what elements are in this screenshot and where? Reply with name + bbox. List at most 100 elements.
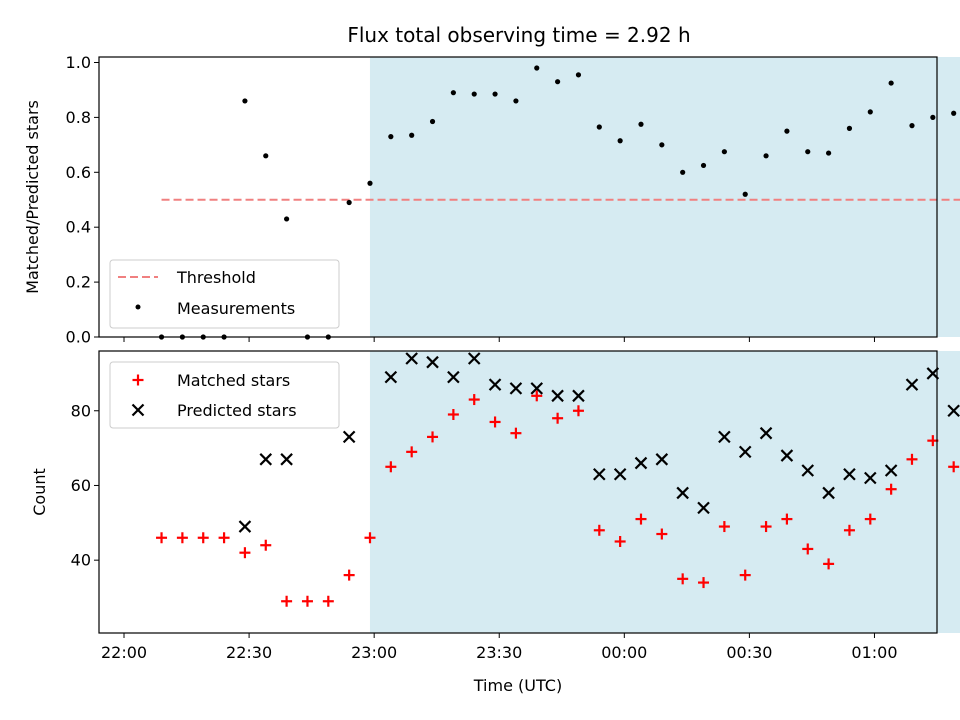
predicted-stars-points (238, 352, 960, 533)
matched-star-point (698, 577, 710, 589)
x-tick-label: 23:30 (476, 643, 522, 662)
measurement-point (429, 118, 436, 125)
measurement-point (263, 153, 269, 159)
measurement-point (409, 132, 415, 138)
measurement-point (575, 72, 582, 78)
top-y-tick-label: 0.6 (66, 163, 91, 182)
predicted-star-point (259, 453, 273, 466)
matched-star-point (677, 573, 689, 585)
predicted-star-point (780, 449, 794, 462)
measurement-point (471, 91, 477, 97)
predicted-star-point (655, 453, 669, 466)
measurement-point (534, 65, 540, 71)
measurement-point (700, 162, 707, 169)
bottom-y-tick-label: 80 (71, 401, 91, 420)
bottom-panel: 40 60 80 22:00 22:30 23:00 23:30 00:00 00:30 01:… (30, 350, 960, 695)
predicted-star-point (718, 430, 731, 444)
legend-measurements-swatch (135, 304, 141, 310)
matched-star-point (385, 461, 397, 473)
bottom-y-axis-label: Count (30, 468, 49, 516)
matched-star-point (864, 513, 876, 525)
predicted-star-point (884, 464, 898, 477)
measurement-point (951, 110, 957, 116)
matched-star-point (406, 446, 418, 458)
matched-star-point (885, 483, 897, 495)
measurement-point (721, 149, 727, 155)
measurement-point (450, 90, 456, 96)
measurement-point (659, 142, 665, 148)
predicted-star-point (488, 378, 502, 391)
bottom-y-ticks: 40 60 80 (71, 401, 99, 570)
matched-star-point (239, 547, 251, 559)
measurement-point (388, 134, 394, 140)
matched-star-point (718, 521, 730, 533)
measurement-point (805, 149, 811, 155)
measurement-point (638, 121, 644, 127)
bottom-x-ticks: 22:0022:3023:0023:3000:0000:3001:0001:30… (101, 633, 898, 662)
measurement-point (284, 216, 290, 222)
measurement-point (367, 180, 373, 186)
matched-star-point (176, 532, 188, 544)
x-tick-label: 01:00 (851, 643, 897, 662)
measurement-point (784, 128, 790, 134)
predicted-star-point (238, 520, 252, 533)
top-y-tick-label: 0.8 (66, 108, 91, 127)
legend-predicted-label: Predicted stars (177, 401, 297, 420)
top-observing-window (369, 57, 960, 337)
matched-star-point (843, 524, 855, 536)
matched-star-point (802, 543, 814, 555)
measurement-point (513, 98, 519, 104)
matched-star-point (781, 513, 793, 525)
legend-predicted-swatch (131, 403, 145, 417)
bottom-y-tick-label: 40 (71, 551, 91, 570)
top-panel: 0.0 0.2 0.4 0.6 0.8 1.0 Matched/Predicted sta… (23, 53, 960, 347)
top-legend-box (109, 259, 340, 329)
predicted-star-point (467, 352, 481, 365)
matched-star-point (260, 539, 272, 551)
bottom-axes-frame (98, 350, 938, 634)
top-y-tick-label: 0.4 (66, 218, 91, 237)
measurement-point (867, 109, 873, 115)
measurement-point (596, 124, 602, 130)
predicted-star-point (572, 389, 585, 403)
measurement-point (555, 79, 561, 85)
matched-star-point (948, 461, 960, 473)
predicted-star-point (426, 355, 439, 369)
matched-star-point (447, 408, 459, 420)
predicted-star-point (342, 430, 356, 444)
predicted-star-point (613, 467, 627, 481)
chart-title: Flux total observing time = 2.92 h (347, 23, 690, 47)
matched-star-point (364, 532, 376, 544)
x-tick-label: 22:30 (226, 643, 272, 662)
top-y-ticks: 0.0 0.2 0.4 0.6 0.8 1.0 (66, 53, 99, 347)
matched-star-point (301, 595, 313, 607)
bottom-y-tick-label: 60 (71, 476, 91, 495)
matched-star-point (156, 532, 168, 544)
predicted-star-point (509, 382, 523, 395)
predicted-star-point (738, 445, 752, 459)
predicted-star-point (676, 486, 689, 500)
predicted-star-point (697, 501, 710, 515)
matched-star-point (489, 416, 501, 428)
matched-star-point (427, 431, 439, 443)
x-tick-label: 00:30 (726, 643, 772, 662)
measurement-point (346, 199, 352, 206)
matched-star-point (531, 390, 543, 402)
predicted-star-point (864, 471, 877, 485)
predicted-star-point (447, 370, 460, 384)
matched-star-point (343, 569, 355, 581)
matched-stars-points (156, 390, 960, 607)
predicted-star-point (593, 467, 606, 481)
matched-star-point (218, 532, 230, 544)
measurement-point (680, 169, 686, 175)
legend-matched-swatch (132, 374, 144, 386)
top-y-tick-label: 0.2 (66, 273, 91, 292)
matched-star-point (656, 528, 668, 540)
bottom-observing-window (369, 351, 960, 633)
legend-measurements-label: Measurements (177, 299, 295, 318)
top-axes-frame (98, 56, 938, 338)
x-axis-label: Time (UTC) (473, 676, 562, 695)
predicted-star-point (405, 352, 418, 365)
top-y-tick-label: 0.0 (66, 328, 91, 347)
predicted-star-point (905, 378, 919, 391)
